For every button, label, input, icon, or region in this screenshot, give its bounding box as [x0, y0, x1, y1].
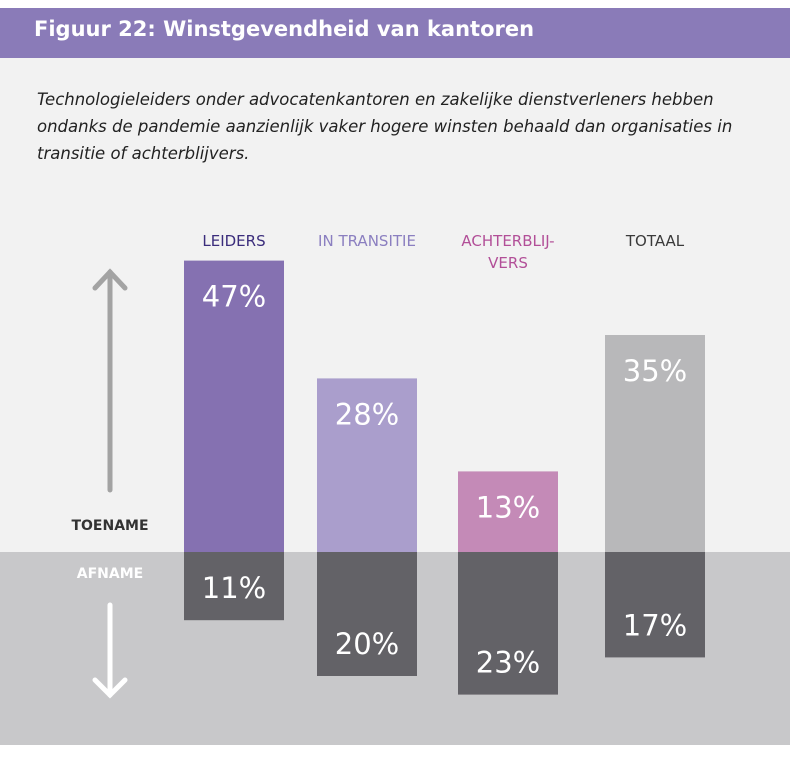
decrease-value-label: 23%	[476, 646, 540, 680]
increase-bar	[458, 471, 558, 552]
increase-value-label: 35%	[623, 354, 687, 388]
decrease-bar	[184, 552, 284, 621]
decrease-bar	[605, 552, 705, 658]
decrease-value-label: 11%	[202, 571, 266, 605]
increase-bar	[317, 378, 417, 552]
decrease-bar	[317, 552, 417, 676]
category-label: LEIDERS	[202, 232, 266, 250]
category-label: IN TRANSITIE	[318, 232, 416, 250]
category-label: ACHTERBLIJ- VERS	[461, 232, 555, 272]
up-label: TOENAME	[71, 518, 149, 534]
increase-value-label: 13%	[476, 490, 540, 524]
decrease-bar	[458, 552, 558, 695]
increase-value-label: 47%	[202, 280, 266, 314]
decrease-value-label: 17%	[623, 608, 687, 642]
up-arrow	[92, 268, 128, 493]
chart-title: Figuur 22: Winstgevendheid van kantoren	[34, 17, 535, 41]
down-label: AFNAME	[76, 566, 144, 582]
increase-bar	[605, 335, 705, 552]
category-label: TOTAAL	[625, 232, 685, 250]
increase-value-label: 28%	[335, 397, 399, 431]
header-band	[0, 8, 790, 58]
down-arrow	[92, 602, 128, 699]
increase-bar	[184, 260, 284, 552]
decrease-value-label: 20%	[335, 627, 399, 661]
subtitle: Technologieleiders onder advocatenkantor…	[37, 90, 733, 163]
